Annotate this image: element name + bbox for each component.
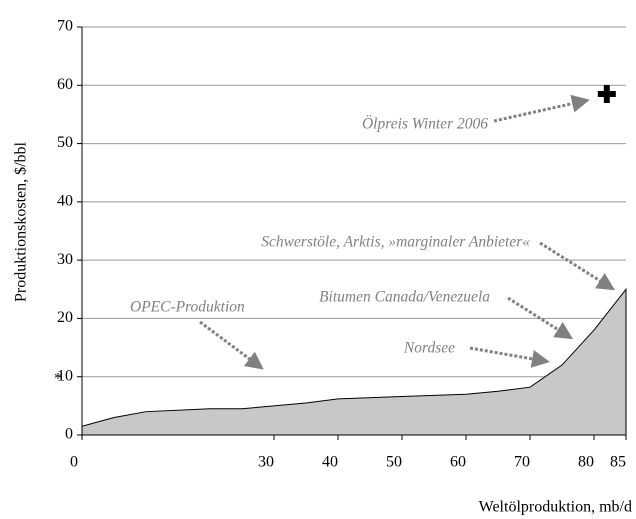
y-tick-label: 30	[57, 251, 73, 268]
y-tick-label: 60	[57, 76, 73, 93]
arrow	[469, 346, 550, 368]
x-tick-label: 85	[610, 454, 626, 471]
arrow	[539, 241, 616, 291]
annotation: Ölpreis Winter 2006	[362, 116, 488, 133]
y-tick-label: 20	[57, 309, 73, 326]
y-tick-label: 40	[57, 193, 73, 210]
annotation: *	[54, 371, 62, 388]
annotation: Schwerstöle, Arktis, »marginaler Anbiete…	[261, 234, 530, 251]
y-tick-label: 0	[65, 426, 73, 443]
arrow	[493, 94, 590, 123]
price-marker	[597, 85, 616, 104]
x-tick-label: 80	[578, 454, 594, 471]
annotation: Nordsee	[403, 340, 455, 357]
x-tick-label: 30	[258, 454, 274, 471]
y-tick-label: 50	[57, 134, 73, 151]
x-tick-label: 0	[70, 454, 78, 471]
x-tick-label: 50	[386, 454, 402, 471]
arrow	[507, 296, 574, 340]
area	[81, 287, 627, 436]
annotation: OPEC-Produktion	[130, 299, 245, 316]
x-tick-label: 60	[450, 454, 466, 471]
x-tick-label: 40	[322, 454, 338, 471]
x-tick-label: 70	[514, 454, 530, 471]
y-tick-label: 70	[57, 18, 73, 35]
annotation: Bitumen Canada/Venezuela	[319, 289, 490, 306]
arrow	[199, 320, 264, 370]
y-tick-label: 10	[57, 367, 73, 384]
arrows	[199, 94, 616, 370]
y-axis-label: Produktionskosten, $/bbl	[13, 141, 30, 302]
x-axis-label: Weltölproduktion, mb/d	[479, 499, 632, 516]
